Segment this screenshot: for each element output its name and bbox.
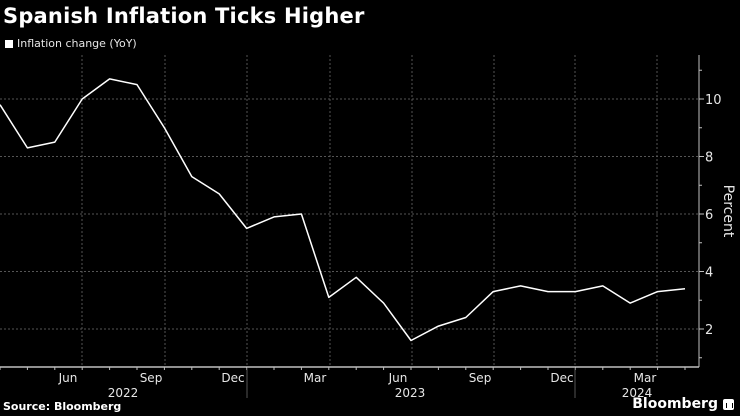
x-tick-label: Sep [469, 371, 492, 385]
x-tick-label: Mar [304, 371, 327, 385]
year-label: 2022 [108, 386, 139, 400]
x-tick-label: Dec [221, 371, 244, 385]
inflation-series-line [0, 78, 686, 342]
chart-title: Spanish Inflation Ticks Higher [3, 4, 365, 28]
y-tick-label: 6 [705, 208, 713, 223]
x-tick-label: Mar [634, 371, 657, 385]
bloomberg-logo-icon [723, 398, 734, 410]
y-axis-label: Percent [720, 185, 736, 238]
brand-label: Bloomberg [632, 396, 718, 412]
legend: Inflation change (YoY) [5, 37, 137, 50]
x-tick-label: Dec [550, 371, 573, 385]
bloomberg-brand: Bloomberg [632, 396, 734, 412]
legend-swatch-icon [5, 39, 13, 48]
source-note: Source: Bloomberg [3, 400, 122, 413]
x-tick-label: Jun [388, 371, 408, 385]
y-tick-label: 8 [705, 151, 713, 166]
y-tick-label: 4 [705, 266, 713, 281]
x-tick-label: Sep [140, 371, 163, 385]
x-tick-label: Jun [58, 371, 78, 385]
legend-label: Inflation change (YoY) [17, 37, 137, 50]
y-tick-label: 10 [705, 93, 722, 108]
year-label: 2024 [622, 386, 653, 400]
y-tick-label: 2 [705, 323, 713, 338]
year-label: 2023 [395, 386, 426, 400]
